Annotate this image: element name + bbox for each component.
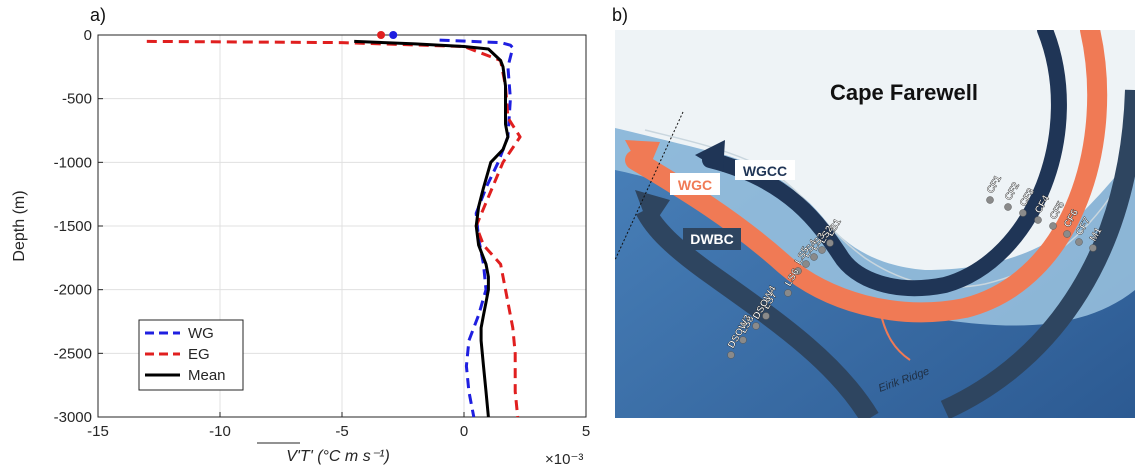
wgc-label: WGC xyxy=(678,177,712,193)
station-dot xyxy=(1049,222,1057,230)
wgc-current xyxy=(625,30,1108,323)
y-tick-label: -500 xyxy=(62,91,92,108)
y-tick-label: -3000 xyxy=(54,409,92,426)
station-dot xyxy=(826,239,834,247)
section-line xyxy=(615,111,684,261)
wgcc-label: WGCC xyxy=(743,163,787,179)
station-dot xyxy=(1089,244,1097,252)
wgc-branch xyxy=(879,309,911,361)
wgcc-current xyxy=(702,30,1067,297)
map-image: CF1 CF2CF3CF4CF5CF6CF7M1LS1LS2LS3LS4LS5LS… xyxy=(615,30,1135,418)
y-tick-label: -1500 xyxy=(54,218,92,235)
station-dot xyxy=(818,246,826,254)
station-dot xyxy=(794,267,802,275)
x-tick-label: -10 xyxy=(209,423,231,440)
y-tick-label: -2000 xyxy=(54,282,92,299)
x-tick-label: -5 xyxy=(335,423,348,440)
surface-marker xyxy=(377,31,386,39)
panel-b-label: b) xyxy=(612,5,629,25)
legend-label: WG xyxy=(188,325,214,342)
x-tick-label: 5 xyxy=(582,423,590,440)
wgcc-arrowhead xyxy=(695,140,725,172)
station-dot xyxy=(810,253,818,261)
dwbc-label: DWBC xyxy=(690,231,734,247)
station-dot xyxy=(752,322,760,330)
panel-a-label: a) xyxy=(90,5,107,25)
map-panel: CF1 CF2 CF3 CF4 CF5 CF6 CF7 M1 LS1 LS2 LS3 LS4 LS5 LS… xyxy=(615,30,1135,418)
wgc-arrowhead xyxy=(625,140,660,178)
wgc-label-box xyxy=(670,173,720,195)
x-tick-label: -15 xyxy=(87,423,109,440)
legend-label: EG xyxy=(188,346,210,363)
wgcc-label-box xyxy=(735,160,795,180)
station-dot xyxy=(1004,203,1012,211)
series-line-mean xyxy=(354,39,510,418)
station-dot xyxy=(802,260,810,268)
legend: WG EG Mean xyxy=(138,319,244,391)
station-dot xyxy=(727,351,735,359)
station-dot xyxy=(739,336,747,344)
legend-box xyxy=(138,319,244,391)
line-chart: -15 -10 -5 0 5 0 -500 -1000 -1500 -2000 -2500 -3000… xyxy=(11,27,591,468)
station-dot xyxy=(1063,230,1071,238)
y-tick-label: -2500 xyxy=(54,345,92,362)
y-tick-label: 0 xyxy=(84,27,92,44)
station-dot xyxy=(784,289,792,297)
x-axis-multiplier: ×10⁻³ xyxy=(545,451,583,468)
x-axis-label-text: V'T' (°C m s⁻¹) xyxy=(286,448,390,465)
legend-label: Mean xyxy=(188,367,226,384)
station-dot xyxy=(762,312,770,320)
series-line-eg xyxy=(146,39,522,418)
dwbc-current-west xyxy=(636,205,879,418)
surface-marker xyxy=(389,31,398,39)
dwbc-label-box xyxy=(683,228,741,250)
axis-ticks: -15 -10 -5 0 5 0 -500 -1000 -1500 -2000 -2500 -3000 xyxy=(54,27,591,440)
dwbc-arrowhead xyxy=(635,190,670,230)
y-axis-label: Depth (m) xyxy=(11,190,28,261)
station-dot xyxy=(1034,216,1042,224)
map-title: Cape Farewell xyxy=(830,80,978,105)
station-dot xyxy=(1019,209,1027,217)
greenland-land xyxy=(615,30,1135,270)
x-tick-label: 0 xyxy=(460,423,468,440)
station-dot xyxy=(1075,238,1083,246)
station-dot xyxy=(986,196,994,204)
y-tick-label: -1000 xyxy=(54,154,92,171)
dwbc-current-east xyxy=(940,89,1135,418)
series-group xyxy=(146,38,522,418)
x-axis-label: V'T' (°C m s⁻¹) xyxy=(257,442,390,465)
marker-group xyxy=(377,31,398,39)
